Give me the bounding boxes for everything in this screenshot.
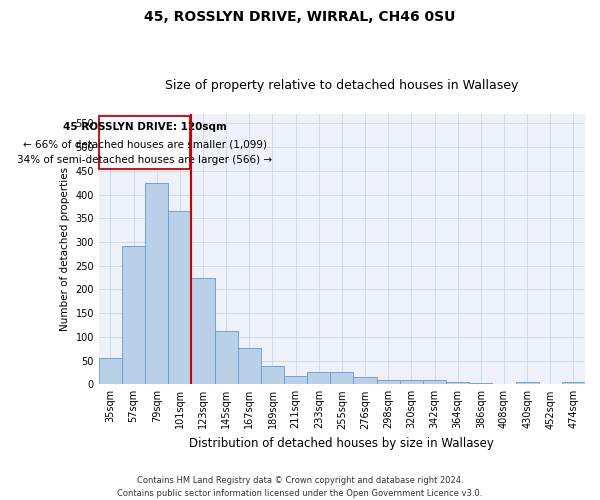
Text: 45 ROSSLYN DRIVE: 120sqm: 45 ROSSLYN DRIVE: 120sqm: [62, 122, 226, 132]
Bar: [238, 348, 261, 384]
Bar: [99, 116, 190, 168]
Text: 34% of semi-detached houses are larger (566) →: 34% of semi-detached houses are larger (…: [17, 155, 272, 165]
Bar: [284, 376, 307, 384]
Bar: [423, 380, 446, 384]
Bar: [307, 372, 331, 384]
Bar: [191, 278, 215, 384]
Bar: [331, 372, 353, 384]
Bar: [562, 382, 585, 384]
Bar: [122, 246, 145, 384]
Bar: [215, 330, 238, 384]
Bar: [469, 383, 493, 384]
Bar: [377, 380, 400, 384]
Title: Size of property relative to detached houses in Wallasey: Size of property relative to detached ho…: [165, 79, 518, 92]
Text: ← 66% of detached houses are smaller (1,099): ← 66% of detached houses are smaller (1,…: [23, 140, 266, 150]
Bar: [261, 366, 284, 384]
Bar: [400, 380, 423, 384]
Bar: [515, 382, 539, 384]
Bar: [99, 358, 122, 384]
Bar: [145, 183, 168, 384]
Bar: [168, 211, 191, 384]
Y-axis label: Number of detached properties: Number of detached properties: [60, 167, 70, 331]
X-axis label: Distribution of detached houses by size in Wallasey: Distribution of detached houses by size …: [190, 437, 494, 450]
Text: Contains HM Land Registry data © Crown copyright and database right 2024.
Contai: Contains HM Land Registry data © Crown c…: [118, 476, 482, 498]
Text: 45, ROSSLYN DRIVE, WIRRAL, CH46 0SU: 45, ROSSLYN DRIVE, WIRRAL, CH46 0SU: [145, 10, 455, 24]
Bar: [446, 382, 469, 384]
Bar: [353, 377, 377, 384]
